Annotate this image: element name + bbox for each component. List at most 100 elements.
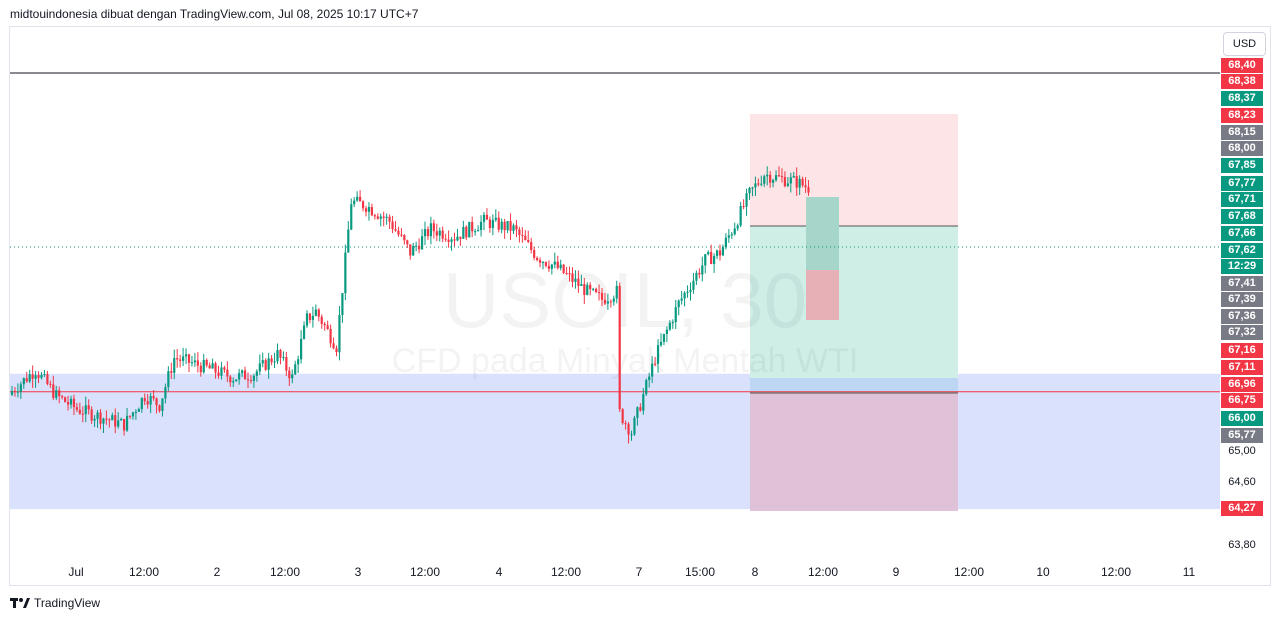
- price-label: 66,96: [1221, 377, 1263, 392]
- time-label: 12:00: [409, 565, 441, 579]
- candle: [58, 386, 61, 404]
- candle: [739, 201, 742, 228]
- candle: [654, 356, 657, 367]
- candle: [34, 371, 37, 388]
- candle: [394, 220, 397, 232]
- candle: [692, 273, 695, 294]
- candle: [482, 211, 486, 231]
- time-label: 15:00: [684, 565, 716, 579]
- price-label: 68,37: [1221, 91, 1263, 106]
- candle: [158, 404, 161, 413]
- candle: [90, 406, 93, 424]
- candle: [477, 225, 480, 232]
- candle: [751, 186, 754, 197]
- candle: [102, 417, 105, 434]
- price-label: 67,16: [1221, 343, 1263, 358]
- candle: [742, 199, 745, 210]
- candle: [795, 167, 798, 196]
- candle: [10, 385, 14, 396]
- time-label: 12:00: [128, 565, 160, 579]
- candle: [199, 362, 202, 377]
- candle: [137, 407, 140, 412]
- candle: [774, 170, 778, 182]
- price-tick: 64,60: [1228, 476, 1256, 488]
- candle: [509, 213, 512, 241]
- candle: [730, 231, 733, 239]
- candle: [606, 293, 609, 310]
- candle: [418, 238, 421, 254]
- candle: [176, 349, 179, 368]
- candle: [117, 412, 120, 429]
- candle: [595, 287, 598, 294]
- candle: [367, 202, 371, 221]
- candle: [550, 263, 553, 275]
- candle: [494, 209, 497, 223]
- candle: [406, 239, 409, 249]
- candle: [61, 394, 64, 400]
- candle: [586, 282, 589, 296]
- candle: [627, 421, 630, 444]
- candle: [721, 244, 725, 256]
- candle: [226, 361, 229, 382]
- candle: [332, 337, 335, 350]
- candle: [465, 225, 468, 241]
- price-label: 67,39: [1221, 292, 1263, 307]
- candle: [789, 172, 792, 193]
- candle: [329, 324, 332, 348]
- candle: [571, 267, 574, 288]
- candle: [344, 244, 347, 301]
- candle: [276, 343, 279, 365]
- candle: [279, 348, 282, 365]
- candle: [527, 230, 530, 244]
- candle: [674, 299, 677, 330]
- candle: [391, 215, 394, 234]
- price-label: 64,27: [1221, 501, 1263, 516]
- price-label: 67,66: [1221, 226, 1263, 241]
- candle: [285, 351, 288, 376]
- chart-pane[interactable]: USOIL, 30 CFD pada Minyak Mentah WTI: [9, 26, 1271, 586]
- candle: [143, 393, 146, 406]
- candle: [415, 241, 418, 252]
- candle: [609, 299, 612, 308]
- candle: [547, 260, 550, 272]
- candle: [686, 285, 689, 298]
- candle: [370, 203, 373, 216]
- candle: [13, 386, 17, 397]
- candle: [255, 369, 258, 382]
- footer-brand[interactable]: TradingView: [10, 596, 100, 610]
- candle: [630, 430, 633, 441]
- price-label: 66,00: [1221, 411, 1263, 426]
- candle: [671, 319, 674, 329]
- candle: [409, 244, 412, 260]
- candle: [668, 320, 671, 332]
- price-label: 68,15: [1221, 125, 1263, 140]
- candle: [353, 197, 356, 208]
- candle: [704, 253, 707, 274]
- candle: [52, 375, 55, 401]
- candle: [267, 352, 270, 379]
- candle: [459, 236, 462, 246]
- candle: [179, 354, 182, 368]
- candle: [37, 371, 40, 384]
- candle: [497, 211, 500, 233]
- price-chart[interactable]: USOIL, 30 CFD pada Minyak Mentah WTI: [10, 27, 1220, 587]
- time-label: 12:00: [269, 565, 301, 579]
- price-label: 67,41: [1221, 276, 1263, 291]
- candle: [624, 420, 627, 430]
- candle: [733, 222, 736, 236]
- candle: [453, 232, 456, 247]
- candle: [772, 178, 775, 188]
- small-position-stop: [806, 270, 839, 320]
- candle: [155, 397, 158, 414]
- candle: [241, 369, 244, 377]
- candle: [698, 268, 701, 279]
- chart-attribution: midtouindonesia dibuat dengan TradingVie…: [10, 7, 419, 21]
- currency-button[interactable]: USD: [1223, 32, 1266, 56]
- candle: [246, 372, 250, 389]
- candle: [223, 365, 226, 373]
- candle: [202, 353, 205, 374]
- candle: [341, 293, 344, 323]
- candle: [22, 377, 25, 389]
- candle: [621, 408, 624, 425]
- candlestick-series: [10, 166, 810, 444]
